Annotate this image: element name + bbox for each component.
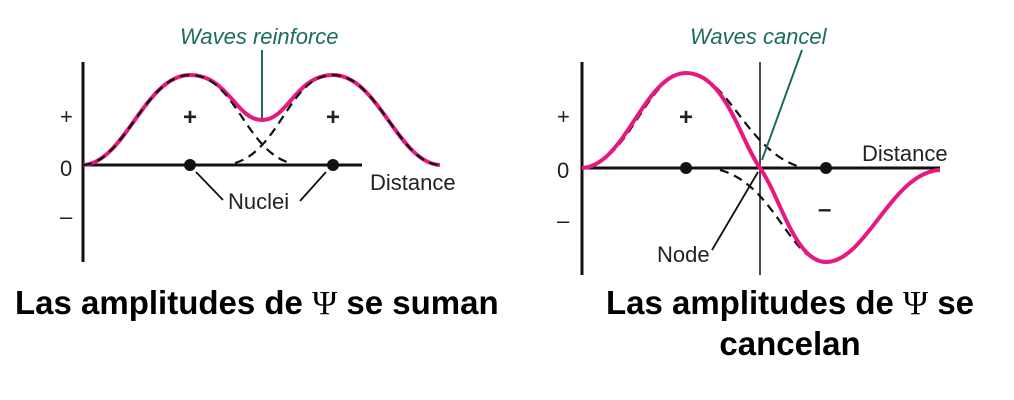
title-waves-reinforce: Waves reinforce xyxy=(180,24,339,49)
caption-right: Las amplitudes de Ψ se cancelan xyxy=(580,283,1000,364)
caption-right-text: Las amplitudes de xyxy=(605,284,894,321)
sum-curve xyxy=(581,70,941,265)
caption-left-suffix: se suman xyxy=(346,284,499,321)
caption-right-line2: cancelan xyxy=(719,325,861,362)
caption-right-line1: Las amplitudes de Ψ se xyxy=(580,283,1000,324)
nuclei-pointer-right xyxy=(299,171,327,202)
psi-symbol: Ψ xyxy=(312,285,338,322)
sign-right: + xyxy=(326,104,340,131)
nucleus-right xyxy=(820,162,832,174)
psi-symbol: Ψ xyxy=(903,285,929,322)
y-label-minus: – xyxy=(557,208,570,233)
title-waves-cancel: Waves cancel xyxy=(690,24,828,49)
component-wave-right xyxy=(234,73,441,167)
component-wave-positive xyxy=(581,71,801,170)
x-axis-label: Distance xyxy=(862,141,948,166)
y-label-zero: 0 xyxy=(60,156,72,181)
y-label-minus: – xyxy=(60,204,73,229)
nucleus-left xyxy=(184,159,196,171)
nucleus-right xyxy=(327,159,339,171)
component-wave-negative xyxy=(719,168,941,264)
nucleus-left xyxy=(680,162,692,174)
nuclei-pointer-left xyxy=(195,171,224,201)
y-label-plus: + xyxy=(557,104,570,129)
panel-reinforce: + 0 – + + Waves reinforce Distance Nucle… xyxy=(60,24,456,262)
sign-positive: + xyxy=(679,104,693,131)
caption-left: Las amplitudes de Ψ se suman xyxy=(15,283,515,324)
panel-cancel: + 0 – + – Waves cancel Distance Node xyxy=(557,24,948,275)
node-pointer xyxy=(711,171,759,251)
y-label-zero: 0 xyxy=(557,158,569,183)
caption-right-suffix: se xyxy=(937,284,975,321)
y-label-plus: + xyxy=(60,104,73,129)
caption-left-text: Las amplitudes de xyxy=(15,284,303,321)
title-pointer xyxy=(761,49,803,161)
node-label: Node xyxy=(657,242,710,267)
x-axis-label: Distance xyxy=(370,170,456,195)
sign-left: + xyxy=(183,104,197,131)
nuclei-label: Nuclei xyxy=(228,189,289,214)
sign-negative: – xyxy=(818,196,831,223)
